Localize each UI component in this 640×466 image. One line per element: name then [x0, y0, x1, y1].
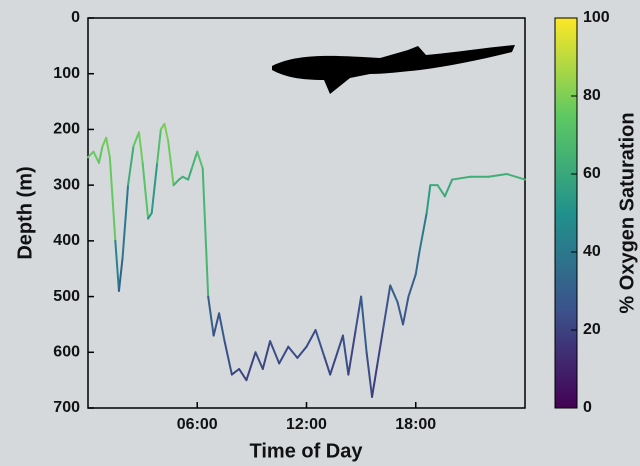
depth-segment [201, 167, 210, 298]
depth-segment [487, 173, 508, 178]
depth-segment [132, 131, 140, 148]
depth-segment [190, 150, 199, 170]
depth-segment [402, 295, 410, 326]
depth-segment [365, 351, 374, 398]
depth-segment [245, 351, 257, 382]
depth-segment [92, 150, 100, 164]
y-tick-label: 600 [53, 344, 80, 361]
colorbar [554, 17, 578, 409]
depth-segment [167, 139, 175, 187]
colorbar-title: % Oxygen Saturation [616, 112, 638, 313]
depth-segment [278, 345, 290, 365]
depth-segment [287, 345, 299, 359]
depth-segment [425, 184, 432, 214]
depth-segment [156, 128, 162, 164]
y-tick-label: 100 [53, 65, 80, 82]
depth-segment [97, 145, 104, 164]
depth-segment [147, 212, 153, 220]
depth-segment [376, 329, 384, 365]
colorbar-tick-label: 60 [583, 165, 601, 182]
depth-segment [121, 184, 130, 259]
depth-segment [389, 284, 399, 304]
depth-segment [150, 161, 159, 214]
colorbar-tick-label: 0 [583, 399, 592, 416]
y-tick-label: 300 [53, 176, 80, 193]
depth-segment [305, 329, 317, 348]
y-tick-label: 700 [53, 399, 80, 416]
depth-segment [443, 178, 454, 198]
depth-segment [371, 362, 379, 398]
depth-segment [127, 145, 135, 187]
x-tick-label: 06:00 [177, 416, 218, 433]
depth-segment [238, 368, 248, 382]
depth-segment [141, 161, 150, 220]
y-tick-label: 400 [53, 232, 80, 249]
depth-segment [218, 312, 226, 343]
depth-segment [230, 368, 241, 376]
colorbar-tick-label: 80 [583, 87, 601, 104]
depth-segment [223, 340, 233, 376]
depth-segment [187, 167, 193, 181]
depth-segment [105, 136, 111, 159]
depth-segment [347, 329, 357, 376]
y-tick-label: 0 [71, 9, 80, 26]
depth-segment [323, 356, 332, 376]
depth-segment [418, 212, 428, 253]
depth-segment [163, 122, 170, 142]
depth-segment [505, 173, 526, 181]
depth-segment [87, 150, 95, 159]
colorbar-tick-label: 40 [583, 243, 601, 260]
depth-segment [451, 175, 472, 181]
depth-segment [314, 329, 326, 359]
depth-segment [396, 301, 405, 326]
depth-segment [254, 351, 264, 370]
depth-segment [117, 256, 124, 292]
x-tick-label: 18:00 [395, 416, 436, 433]
x-axis-title: Time of Day [250, 440, 364, 462]
depth-segment [181, 175, 190, 181]
depth-segment [172, 178, 181, 187]
depth-segment [381, 284, 392, 331]
x-tick-label: 12:00 [286, 416, 327, 433]
depth-segment [114, 239, 120, 292]
depth-segment [341, 334, 350, 376]
depth-segment [207, 295, 215, 337]
shark-silhouette [272, 45, 515, 94]
depth-segment [360, 295, 368, 354]
depth-segment [196, 150, 204, 170]
depth-segment [354, 295, 363, 331]
depth-segment [261, 340, 272, 370]
depth-segment [108, 156, 117, 242]
y-tick-label: 200 [53, 121, 80, 138]
depth-segment [269, 340, 281, 365]
depth-segment [414, 251, 421, 276]
depth-segment [336, 334, 344, 354]
y-axis-title: Depth (m) [14, 166, 36, 259]
depth-segment [212, 312, 221, 337]
depth-segment [137, 131, 144, 164]
depth-segment [296, 345, 308, 359]
y-tick-label: 500 [53, 288, 80, 305]
depth-segment [407, 273, 417, 298]
depth-segment [329, 351, 339, 376]
depth-segment [436, 184, 446, 198]
colorbar-tick-label: 20 [583, 321, 601, 338]
colorbar-tick-label: 100 [583, 9, 610, 26]
